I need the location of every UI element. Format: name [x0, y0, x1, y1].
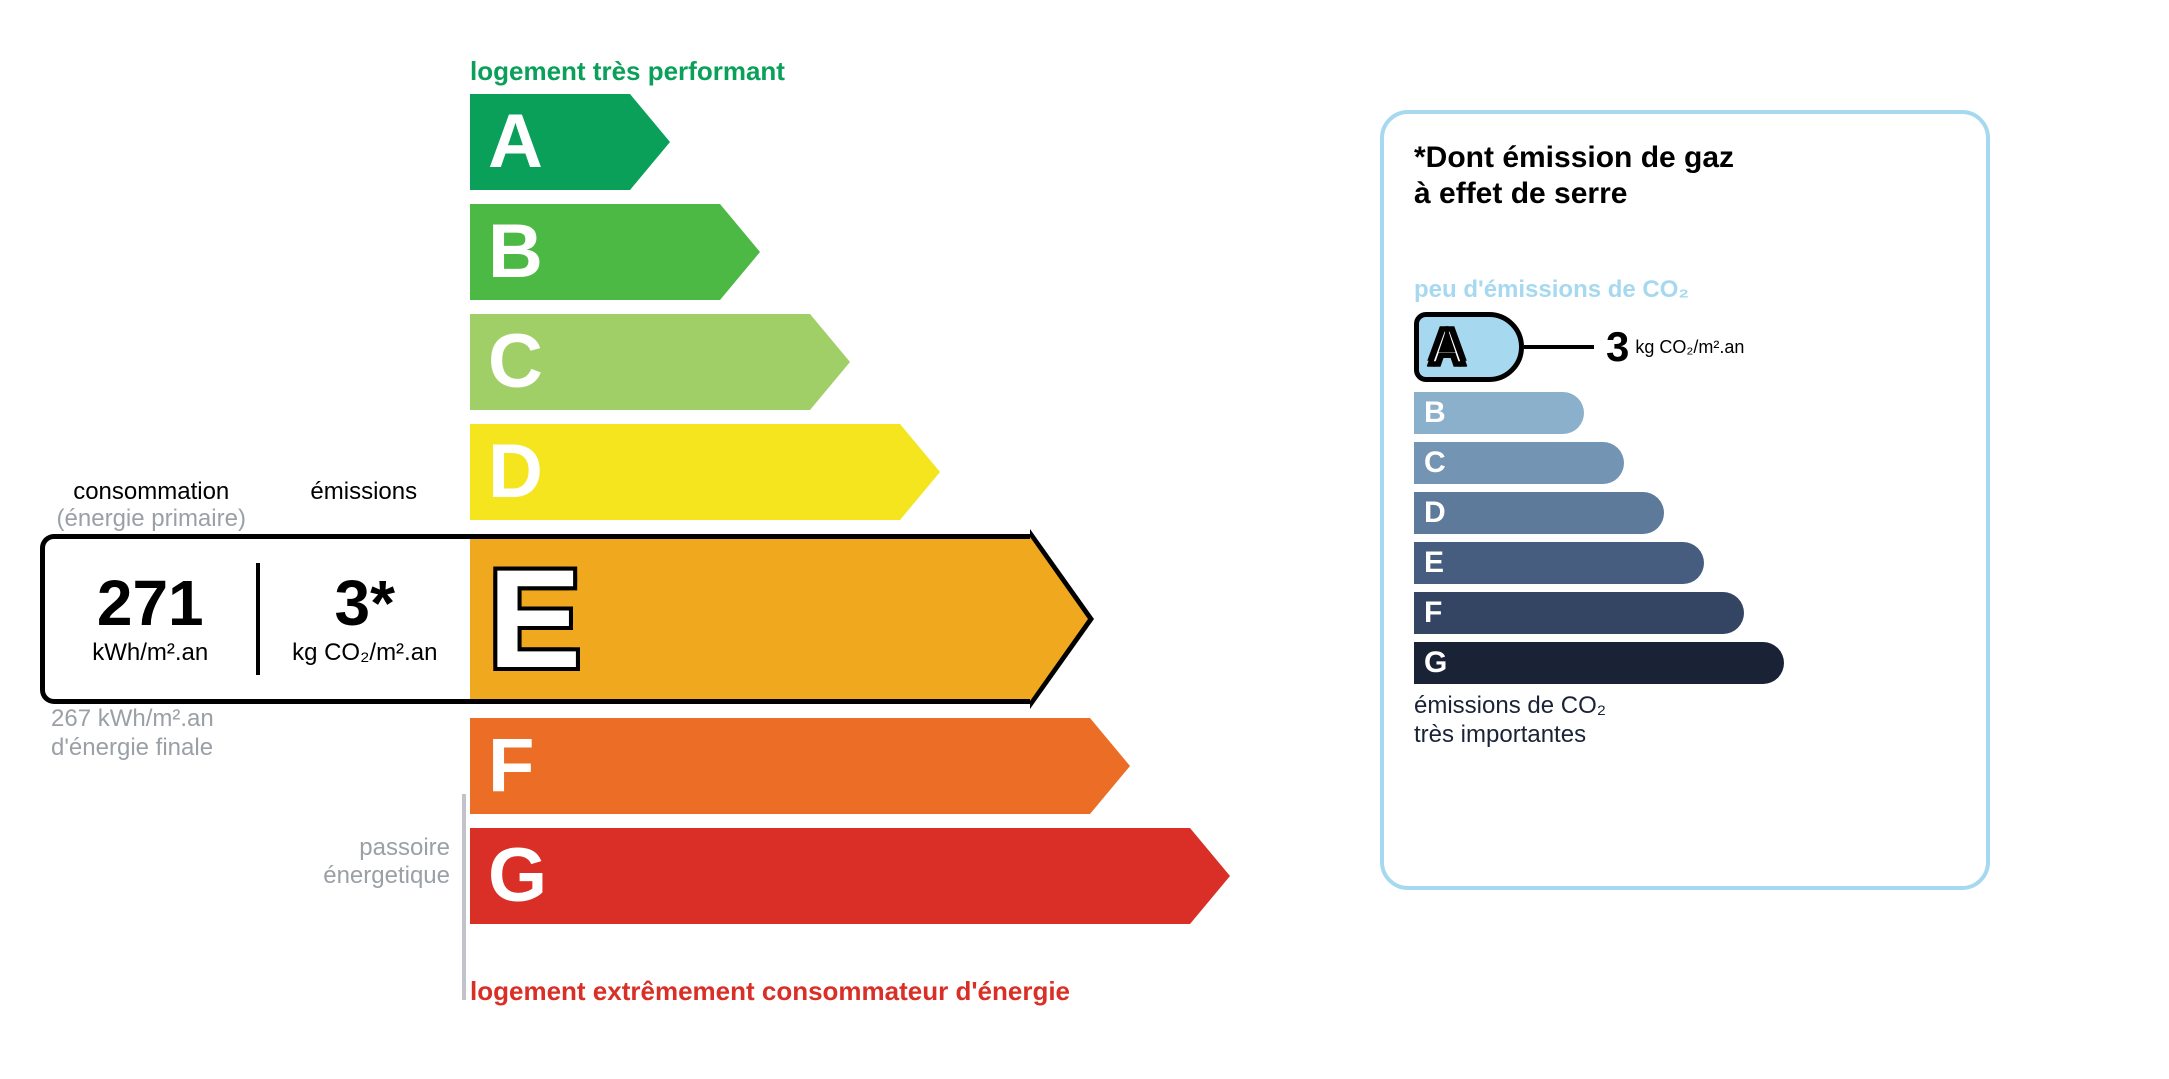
ges-pointer: 3 kg CO₂/m².an [1524, 323, 1744, 371]
ges-bottom-line2: très importantes [1414, 721, 1956, 750]
heading-consumption-label: consommation [45, 478, 258, 506]
dpe-arrow-tip [630, 94, 670, 190]
dpe-arrow-e: E [470, 534, 1230, 704]
footer-line1: 267 kWh/m².an [51, 705, 214, 734]
dpe-letter-g: G [488, 838, 547, 914]
ges-bottom-caption: émissions de CO₂ très importantes [1414, 692, 1956, 750]
ges-letter-b: B [1424, 396, 1446, 430]
dpe-letter-e: E [488, 549, 581, 689]
dpe-row-c: C [470, 314, 1230, 410]
dpe-arrow-tip [1190, 828, 1230, 924]
ges-row-f: F [1414, 592, 1956, 634]
ges-selected-unit: kg CO₂/m².an [1635, 337, 1744, 358]
ges-letter-e: E [1424, 546, 1444, 580]
dpe-arrow-c: C [470, 314, 1230, 410]
heading-consumption: consommation(énergie primaire) [45, 478, 258, 533]
heading-consumption-sub: (énergie primaire) [45, 505, 258, 533]
dpe-bar-a: A [470, 94, 630, 190]
emissions-unit: kg CO₂/m².an [292, 639, 437, 667]
dpe-arrow-tip [720, 204, 760, 300]
ges-row-c: C [1414, 442, 1956, 484]
ges-row-a: A 3 kg CO₂/m².an [1414, 312, 1956, 382]
dpe-row-b: B [470, 204, 1230, 300]
dpe-arrow-g: G [470, 828, 1230, 924]
ges-title-line1: *Dont émission de gaz [1414, 140, 1956, 176]
ges-letter-a: A [1429, 318, 1465, 376]
dpe-bar-c: C [470, 314, 810, 410]
ges-bottom-line1: émissions de CO₂ [1414, 692, 1956, 721]
ges-letter-g: G [1424, 646, 1447, 680]
ges-title-line2: à effet de serre [1414, 176, 1956, 212]
ges-bar-a: A [1414, 312, 1524, 382]
heading-emissions: émissions [258, 478, 471, 533]
ges-letter-f: F [1424, 596, 1442, 630]
ges-row-g: G [1414, 642, 1956, 684]
dpe-row-f: F [470, 718, 1230, 814]
emissions-value: 3* [335, 571, 396, 635]
dpe-bar-e: E [470, 534, 1030, 704]
footer-line2: d'énergie finale [51, 734, 214, 763]
dpe-arrow-d: D [470, 424, 1230, 520]
dpe-top-caption: logement très performant [470, 56, 785, 87]
passoire-line2: énergetique [300, 862, 450, 890]
ges-bar-d: D [1414, 492, 1664, 534]
consumption-value: 271 [97, 571, 204, 635]
dpe-ges-diagram: logement très performant ABCDEconsommati… [0, 0, 2169, 1079]
dpe-arrow-tip [810, 314, 850, 410]
dpe-row-a: A [470, 94, 1230, 190]
ges-row-e: E [1414, 542, 1956, 584]
dpe-arrow-tip [900, 424, 940, 520]
ges-letter-d: D [1424, 496, 1446, 530]
dpe-bar-d: D [470, 424, 900, 520]
dpe-letter-f: F [488, 728, 534, 804]
dpe-arrow-a: A [470, 94, 1230, 190]
ges-selected-value: 3 [1606, 323, 1629, 371]
dpe-letter-b: B [488, 214, 543, 290]
dpe-letter-a: A [488, 104, 543, 180]
ges-top-caption: peu d'émissions de CO₂ [1414, 276, 1956, 304]
dpe-row-d: D [470, 424, 1230, 520]
dpe-letter-d: D [488, 434, 543, 510]
value-box-footer: 267 kWh/m².and'énergie finale [51, 699, 214, 763]
dpe-arrow-tip [1090, 718, 1130, 814]
ges-row-d: D [1414, 492, 1956, 534]
ges-bar-b: B [1414, 392, 1584, 434]
dpe-bar-g: G [470, 828, 1190, 924]
dpe-arrow-f: F [470, 718, 1230, 814]
ges-bar-c: C [1414, 442, 1624, 484]
ges-title: *Dont émission de gaz à effet de serre [1414, 140, 1956, 212]
dpe-row-g: G [470, 828, 1230, 924]
dpe-bar-f: F [470, 718, 1090, 814]
ges-bar-g: G [1414, 642, 1784, 684]
dpe-letter-c: C [488, 324, 543, 400]
consumption-cell: 271 kWh/m².an [45, 539, 256, 699]
dpe-arrow-b: B [470, 204, 1230, 300]
ges-row-b: B [1414, 392, 1956, 434]
dpe-bar-b: B [470, 204, 720, 300]
passoire-bracket [462, 794, 466, 1000]
consumption-unit: kWh/m².an [92, 639, 208, 667]
ges-bar-e: E [1414, 542, 1704, 584]
dpe-bottom-caption: logement extrêmement consommateur d'éner… [470, 976, 1070, 1007]
emissions-cell: 3* kg CO₂/m².an [260, 539, 471, 699]
ges-rows: A 3 kg CO₂/m².an BCDEFG [1414, 312, 1956, 684]
passoire-line1: passoire [300, 834, 450, 862]
ges-bar-f: F [1414, 592, 1744, 634]
dpe-rows: ABCD Econsommation(énergie primaire)émiss… [470, 94, 1230, 938]
ges-panel: *Dont émission de gaz à effet de serre p… [1380, 110, 1990, 890]
passoire-label: passoire énergetique [300, 834, 450, 889]
ges-pointer-line [1524, 345, 1594, 349]
dpe-row-e: Econsommation(énergie primaire)émissions… [470, 534, 1230, 704]
ges-letter-c: C [1424, 446, 1446, 480]
dpe-value-box: consommation(énergie primaire)émissions2… [40, 534, 470, 704]
